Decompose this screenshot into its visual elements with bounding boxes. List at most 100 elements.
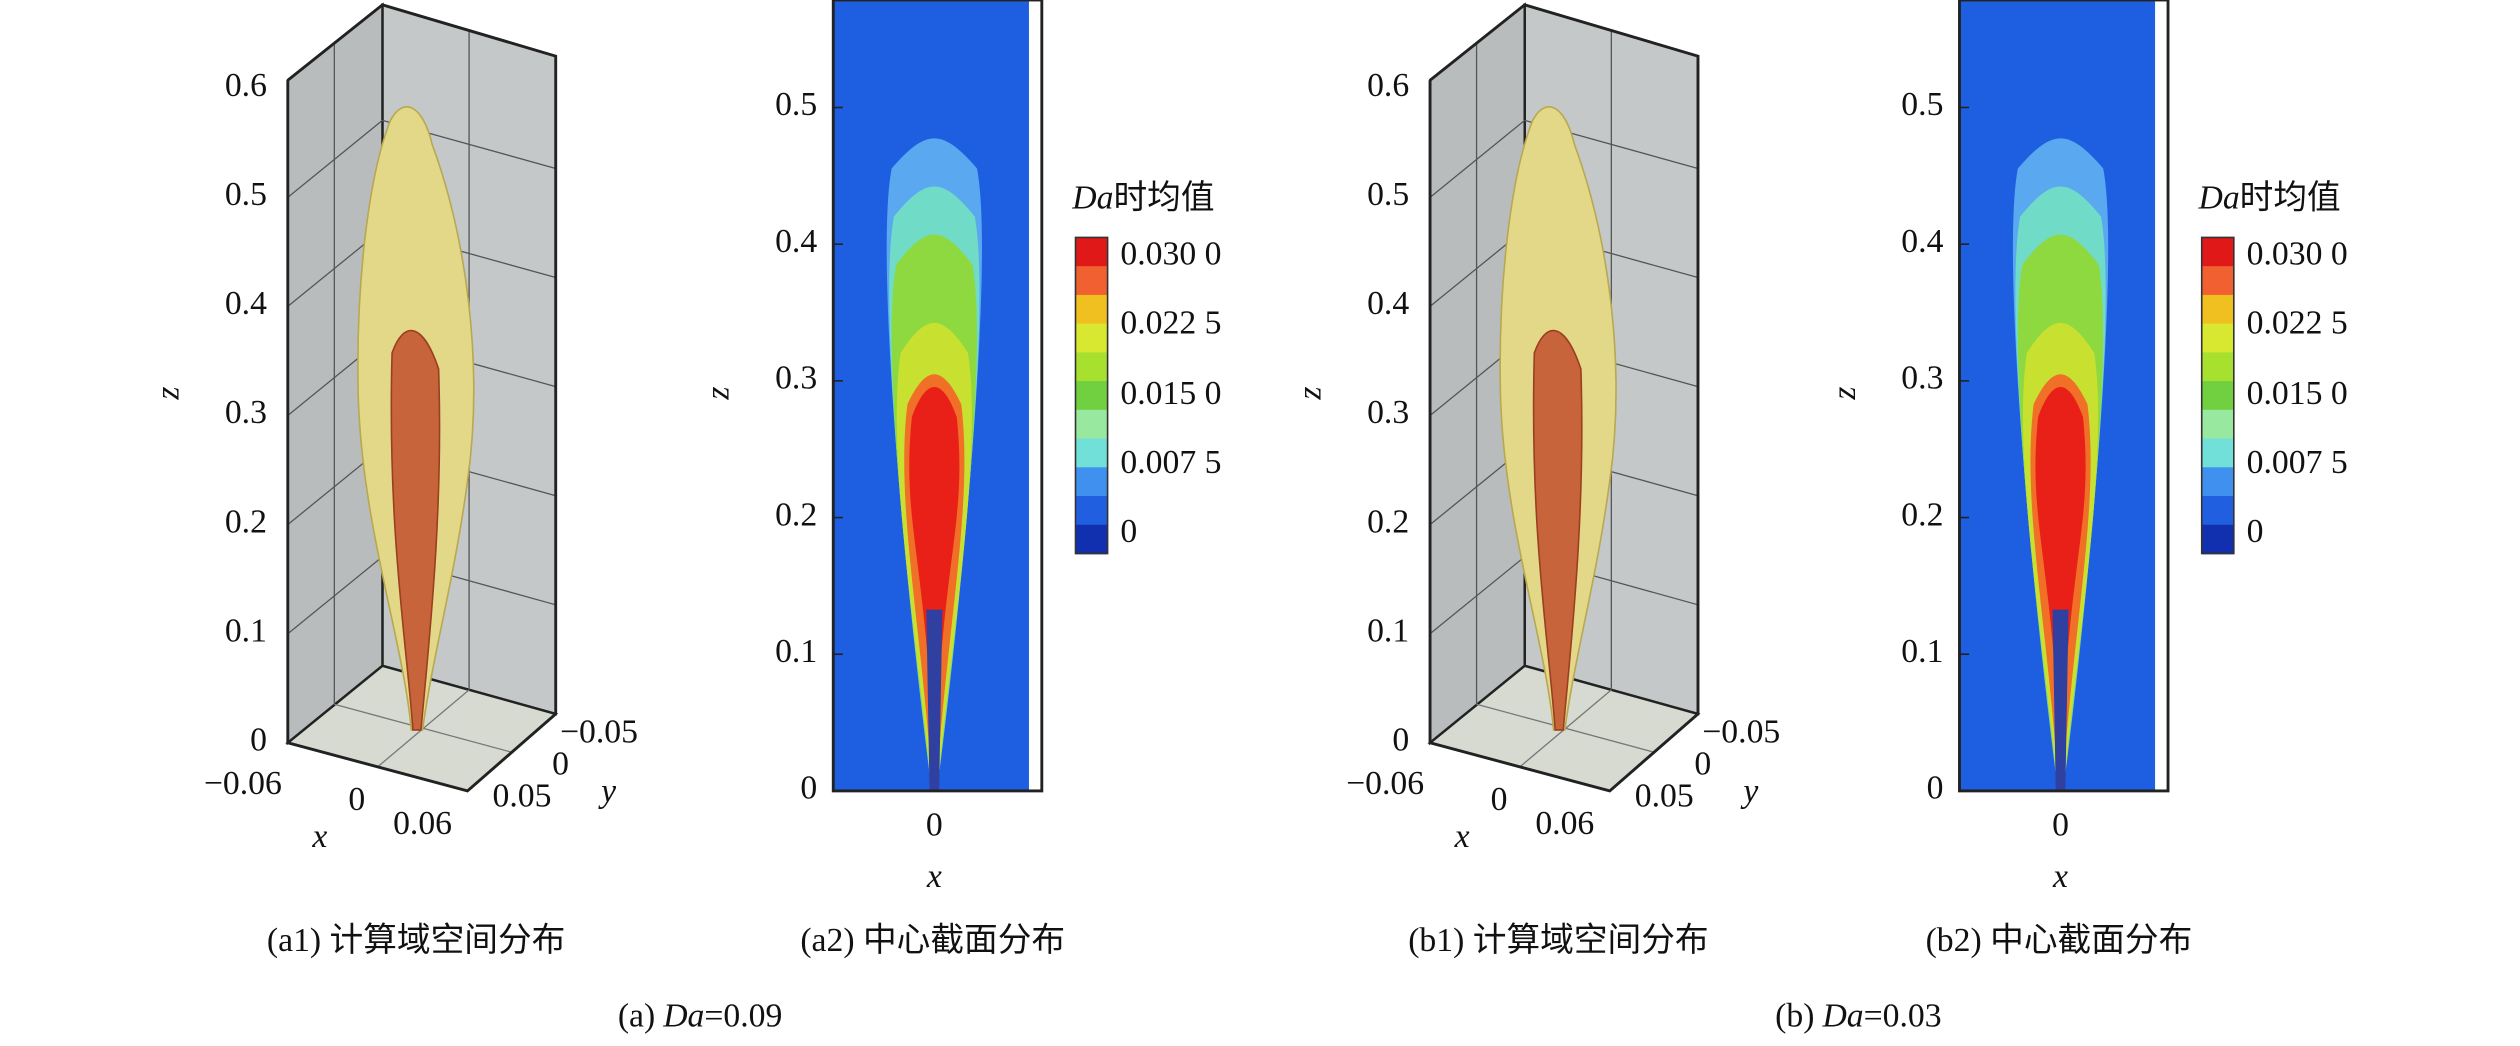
wall-grid bbox=[1429, 556, 1526, 635]
contour-center bbox=[2052, 609, 2069, 791]
blank-strip bbox=[2155, 0, 2169, 791]
wall-grid bbox=[1429, 119, 1526, 198]
wall-grid bbox=[287, 119, 383, 198]
colorbar-label: 0.015 0 bbox=[1120, 375, 1221, 412]
x-tick-label: 0 bbox=[2052, 807, 2069, 844]
colorbar-label: 0.007 5 bbox=[1120, 444, 1221, 481]
colorbar-label: 0 bbox=[1120, 513, 1137, 550]
x-axis-label: x bbox=[2052, 858, 2068, 895]
box-edge bbox=[286, 3, 558, 793]
panel-caption: (a1) 计算域空间分布 bbox=[267, 921, 565, 959]
colorbar-label: 0.022 5 bbox=[1120, 304, 1221, 341]
z-tick-label: 0.4 bbox=[1901, 223, 1943, 260]
colorbar-band bbox=[1075, 496, 1108, 526]
colorbar-band bbox=[1075, 294, 1108, 325]
z-tick-label: 0.2 bbox=[1367, 503, 1409, 540]
colorbar-band bbox=[1075, 352, 1108, 382]
group-prefix: (b) bbox=[1775, 997, 1814, 1034]
panel-3d: 00.10.20.30.40.50.6z−0.06 00.06x−0.0500.0… bbox=[1292, 2, 1780, 959]
frame bbox=[1958, 0, 2170, 793]
x-tick-label: 0 bbox=[926, 807, 943, 844]
colorbar-band bbox=[1075, 438, 1108, 469]
z-tick-label: 0.4 bbox=[225, 285, 267, 322]
z-tick-label: 0.1 bbox=[775, 633, 817, 670]
panel-caption: (b1) 计算域空间分布 bbox=[1408, 921, 1708, 959]
colorbar-var: Da bbox=[2198, 179, 2240, 216]
z-tick-label: 0.3 bbox=[1901, 360, 1943, 397]
x-tick-label: 0.06 bbox=[1535, 805, 1594, 842]
x-tick-label: −0.06 bbox=[1346, 765, 1424, 802]
z-tick-label: 0.5 bbox=[225, 176, 267, 213]
wall-grid bbox=[287, 556, 383, 635]
panel-3d: 00.10.20.30.40.50.6z−0.06 00.06x−0.0500.0… bbox=[149, 2, 638, 959]
group-caption: (b) Da=0.03 bbox=[1775, 997, 1941, 1034]
colorbar-label: 0.022 5 bbox=[2247, 304, 2348, 341]
z-axis-label: z bbox=[1292, 386, 1329, 400]
colorbar-label: 0.030 0 bbox=[2247, 235, 2348, 272]
z-tick-label: 0.2 bbox=[1901, 496, 1943, 533]
z-tick-label: 0.3 bbox=[225, 394, 267, 431]
panel-caption: (b2) 中心截面分布 bbox=[1926, 921, 2193, 959]
colorbar-band bbox=[1075, 409, 1108, 440]
colorbar-band bbox=[2201, 352, 2234, 382]
z-tick-label: 0.5 bbox=[775, 86, 817, 123]
panel-2d: 0 0.1 0.2 0.3 0.4 0.5 z 0 x Da时均值 0.030 0 0.022 5 0.… bbox=[1826, 0, 2348, 959]
group-var: Da bbox=[662, 997, 704, 1034]
frame bbox=[831, 0, 1044, 793]
group-var: Da bbox=[1821, 997, 1863, 1034]
flame-core bbox=[1532, 329, 1583, 731]
x-tick-label: 0 bbox=[1491, 781, 1508, 818]
group-suffix: =0.09 bbox=[704, 997, 782, 1034]
colorbar-title: Da时均值 bbox=[1071, 178, 1214, 216]
y-axis-label: y bbox=[598, 773, 616, 810]
x-tick-label: 0.06 bbox=[393, 805, 452, 842]
z-tick-label: 0.1 bbox=[1901, 633, 1943, 670]
colorbar-band bbox=[1075, 237, 1108, 267]
z-tick-label: 0 bbox=[1927, 770, 1944, 807]
y-tick-label: 0.05 bbox=[493, 778, 552, 815]
colorbar-frame bbox=[2200, 236, 2235, 555]
z-tick-label: 0.2 bbox=[225, 503, 267, 540]
y-tick-label: 0.05 bbox=[1635, 778, 1694, 815]
x-tick-label: 0 bbox=[348, 781, 365, 818]
x-axis-label: x bbox=[311, 818, 327, 855]
colorbar-label: 0.007 5 bbox=[2247, 444, 2348, 481]
colorbar-title-text: 时均值 bbox=[2240, 178, 2341, 216]
x-axis-label: x bbox=[1454, 818, 1470, 855]
y-axis-label: y bbox=[1740, 773, 1758, 810]
z-axis-label: z bbox=[1826, 386, 1863, 400]
colorbar-label: 0.015 0 bbox=[2247, 375, 2348, 412]
box-edge bbox=[1428, 3, 1700, 793]
x-tick-label: −0.06 bbox=[204, 765, 282, 802]
contour-band bbox=[2035, 387, 2086, 706]
z-tick-label: 0.6 bbox=[225, 67, 267, 104]
colorbar-band bbox=[2201, 323, 2234, 354]
panel-caption: (a2) 中心截面分布 bbox=[800, 921, 1065, 959]
z-tick-label: 0.1 bbox=[1367, 612, 1409, 649]
z-axis-label: z bbox=[700, 386, 737, 400]
colorbar-band bbox=[2201, 266, 2234, 296]
colorbar-band bbox=[2201, 237, 2234, 267]
contour-center bbox=[926, 609, 943, 791]
y-tick-label: 0 bbox=[1694, 746, 1711, 783]
colorbar-band bbox=[1075, 467, 1108, 497]
z-axis-label: z bbox=[149, 386, 186, 400]
z-tick-label: 0.2 bbox=[775, 496, 817, 533]
z-tick-label: 0.5 bbox=[1901, 86, 1943, 123]
colorbar-label: 0.030 0 bbox=[1120, 235, 1221, 272]
group-suffix: =0.03 bbox=[1864, 997, 1942, 1034]
colorbar-band bbox=[1075, 323, 1108, 354]
colorbar-band bbox=[2201, 524, 2234, 555]
z-tick-label: 0 bbox=[1392, 722, 1409, 759]
colorbar-band bbox=[1075, 524, 1108, 555]
colorbar-var: Da bbox=[1071, 179, 1113, 216]
colorbar-title: Da时均值 bbox=[2198, 178, 2341, 216]
colorbar-band bbox=[1075, 381, 1108, 411]
colorbar-band bbox=[2201, 438, 2234, 469]
group-prefix: (a) bbox=[618, 997, 655, 1034]
y-tick-label: 0 bbox=[552, 746, 569, 783]
z-tick-label: 0 bbox=[250, 722, 267, 759]
blank-strip bbox=[1028, 0, 1042, 791]
